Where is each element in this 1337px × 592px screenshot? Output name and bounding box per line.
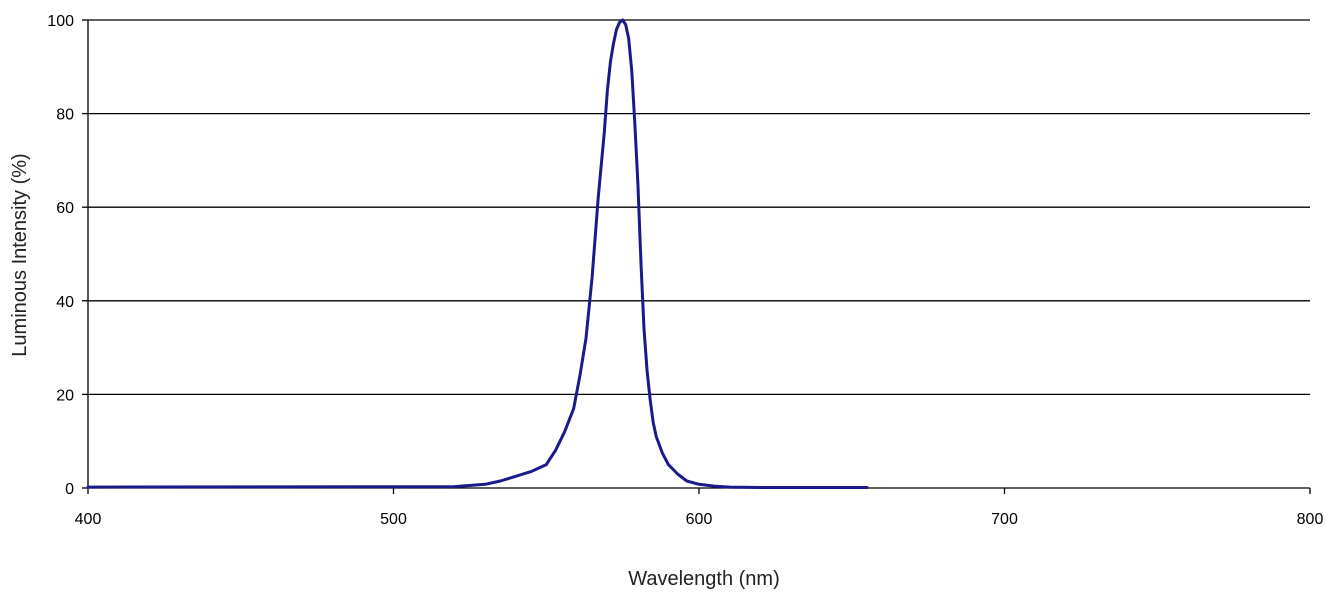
x-tick-labels: 400 500 600 700 800 <box>75 511 1324 528</box>
y-tick-label-60: 60 <box>56 200 74 217</box>
y-axis-title: Luminous Intensity (%) <box>9 153 31 356</box>
x-tick-label-700: 700 <box>991 511 1018 528</box>
axes <box>82 19 1311 494</box>
gridlines <box>88 19 1310 396</box>
x-tick-label-400: 400 <box>75 511 102 528</box>
y-tick-label-20: 20 <box>56 387 74 404</box>
series-line-0 <box>86 18 869 489</box>
x-tick-label-500: 500 <box>380 511 407 528</box>
x-tick-label-800: 800 <box>1297 511 1324 528</box>
y-tick-label-40: 40 <box>56 294 74 311</box>
y-tick-label-0: 0 <box>65 481 74 498</box>
y-tick-label-80: 80 <box>56 107 74 124</box>
y-tick-labels: 0 20 40 60 80 100 <box>47 13 74 498</box>
y-tick-label-100: 100 <box>47 13 74 30</box>
series-layer <box>86 18 869 489</box>
x-axis-title: Wavelength (nm) <box>628 568 780 590</box>
x-tick-label-600: 600 <box>686 511 713 528</box>
